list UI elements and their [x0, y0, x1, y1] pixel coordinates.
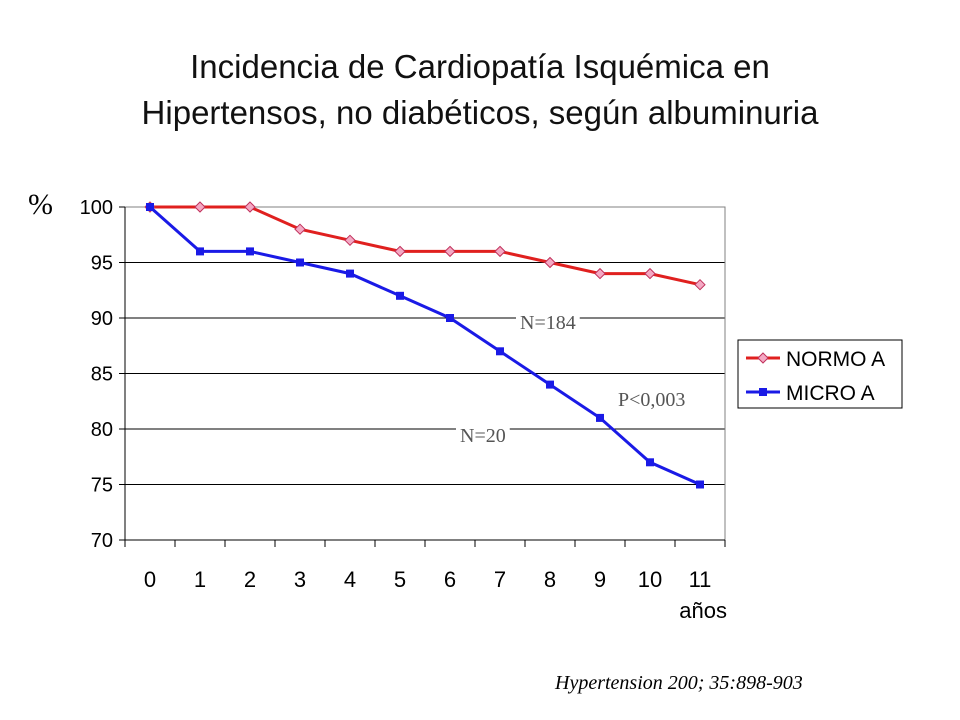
- legend-item: NORMO A: [746, 348, 885, 371]
- legend-label: MICRO A: [786, 382, 875, 405]
- x-tick-label: 9: [594, 567, 606, 592]
- data-point: [346, 269, 354, 278]
- gridlines: [125, 262, 725, 485]
- y-tick-label: 75: [91, 475, 113, 497]
- annotation-p-value: P<0,003: [618, 389, 685, 411]
- x-tick-label: 1: [194, 567, 206, 592]
- data-point: [146, 203, 154, 211]
- data-point: [244, 201, 256, 213]
- y-tick-label: 70: [91, 530, 113, 552]
- data-point: [759, 388, 767, 396]
- series-line: [149, 205, 701, 486]
- x-tick-label: 6: [444, 567, 456, 592]
- data-point: [296, 258, 304, 267]
- data-point: [594, 267, 606, 280]
- x-tick-label: 3: [294, 567, 306, 592]
- data-point: [644, 267, 656, 280]
- data-point: [396, 291, 404, 300]
- x-tick-label: 11: [689, 567, 712, 592]
- data-point: [194, 201, 206, 213]
- data-point: [444, 245, 456, 258]
- y-tick-label: 95: [91, 253, 113, 275]
- data-point: [646, 458, 654, 467]
- series-line: [150, 205, 701, 287]
- data-point: [696, 480, 704, 489]
- data-point: [546, 380, 554, 389]
- title-line-1: Incidencia de Cardiopatía Isquémica en: [190, 48, 770, 85]
- axes: 70 75 80 85 90 95 100 0 1 2 3 4 5 6 7 8 9 10 11% años: [28, 188, 727, 623]
- legend-item: MICRO A: [746, 382, 875, 405]
- annotations: N=184 P<0,003 N=20: [456, 311, 690, 448]
- y-tick-label: 90: [91, 308, 113, 330]
- x-tick-label: 10: [638, 567, 662, 592]
- x-tick-label: 2: [244, 567, 256, 592]
- annotation-n-normo: N=184: [520, 312, 576, 334]
- data-point: [246, 247, 254, 256]
- x-tick-label: 4: [344, 567, 356, 592]
- x-tick-label: 0: [144, 567, 156, 592]
- chart-title: Incidencia de Cardiopatía Isquémica en H…: [0, 44, 960, 136]
- legend-box: [737, 339, 903, 409]
- data-point: [496, 347, 504, 356]
- x-tick-label: 8: [544, 567, 556, 592]
- data-point: [757, 352, 769, 364]
- data-point: [596, 413, 604, 422]
- y-tick-label: 80: [91, 419, 113, 441]
- x-axis-label: años: [679, 598, 727, 623]
- y-axis-label: %: [28, 188, 53, 221]
- y-tick-label: 100: [80, 197, 113, 219]
- x-tick-label: 7: [494, 567, 506, 592]
- y-tick-label: 85: [91, 364, 113, 386]
- series: [144, 201, 706, 489]
- annotation-n-normo-bg: [516, 311, 580, 335]
- annotation-n-micro-bg: [456, 424, 510, 448]
- data-point: [446, 314, 454, 322]
- data-point: [294, 223, 306, 235]
- title-line-2: Hipertensos, no diabéticos, según albumi…: [141, 94, 819, 131]
- annotation-n-micro: N=20: [460, 425, 506, 447]
- data-point: [544, 256, 556, 269]
- annotation-p-value-bg: [614, 388, 690, 412]
- data-point: [394, 245, 406, 258]
- citation: Hypertension 200; 35:898-903: [555, 672, 803, 694]
- series-normo-a: [144, 201, 706, 291]
- data-point: [196, 247, 204, 256]
- data-point: [344, 234, 356, 247]
- x-tick-label: 5: [394, 567, 406, 592]
- legend-label: NORMO A: [786, 348, 885, 371]
- data-point: [494, 245, 506, 258]
- legend: NORMO A MICRO A: [737, 339, 903, 409]
- data-point: [694, 278, 706, 291]
- series-micro-a: [146, 203, 704, 489]
